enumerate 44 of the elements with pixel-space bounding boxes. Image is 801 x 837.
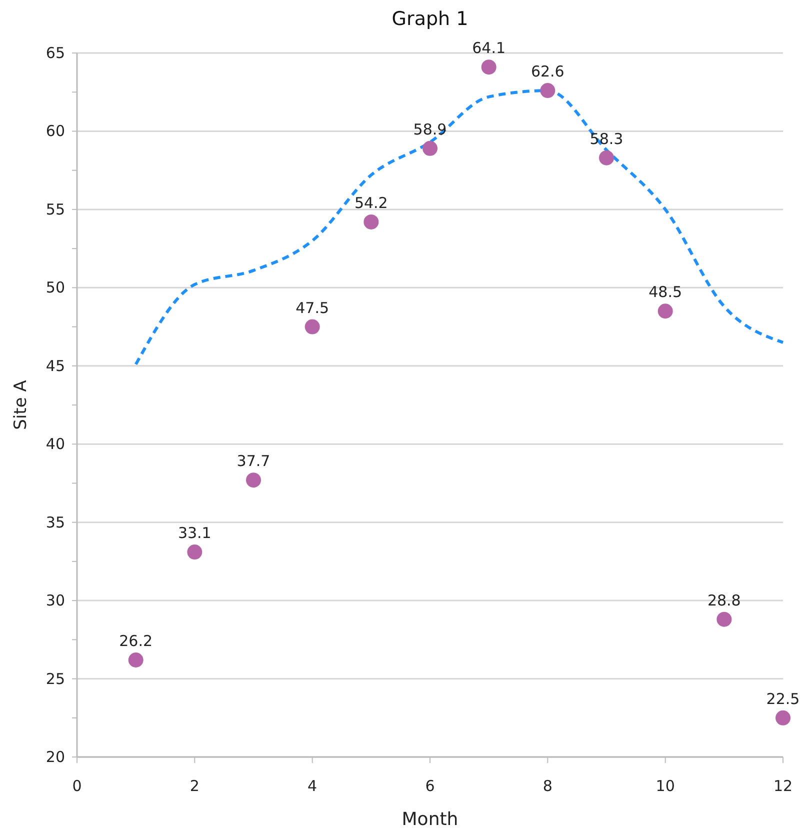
point [481,60,496,75]
y-axis-title: Site A [11,380,31,430]
point [776,710,790,726]
y-tick-label: 55 [46,200,65,218]
point [540,83,556,98]
y-tick-label: 25 [46,670,65,688]
data-label: 28.8 [707,591,741,610]
point [246,472,261,488]
point [304,319,320,334]
x-tick-label: 12 [773,777,793,795]
chart-title: Graph 1 [392,8,468,30]
x-tick-label: 0 [72,777,82,795]
point [364,214,379,230]
y-tick-label: 40 [46,435,65,454]
data-label: 64.1 [472,39,506,58]
x-tick-label: 4 [308,777,318,795]
data-label: 22.5 [766,690,800,708]
data-label: 62.6 [530,62,564,81]
y-tick-label: 50 [46,278,65,297]
x-tick-label: 10 [656,777,675,795]
point [658,304,673,319]
data-label: 54.2 [354,194,388,212]
x-axis-title: Month [402,809,458,830]
point [187,544,202,560]
point [422,140,438,156]
data-label: 58.3 [590,130,624,148]
data-label: 26.2 [119,632,153,650]
y-tick-label: 45 [46,356,65,375]
y-tick-label: 65 [46,44,65,62]
x-tick-label: 2 [190,777,200,795]
data-label: 58.9 [413,120,447,138]
point [716,612,732,627]
x-tick-label: 8 [542,777,552,795]
point [599,150,614,166]
y-tick-label: 30 [46,592,65,610]
y-tick-label: 20 [46,748,65,766]
data-label: 48.5 [648,283,682,302]
data-label: 47.5 [296,298,330,317]
x-tick-label: 6 [425,777,435,795]
data-label: 37.7 [236,452,270,470]
data-label: 33.1 [178,524,212,542]
point [128,652,144,668]
y-tick-label: 60 [46,122,65,140]
y-tick-label: 35 [46,513,65,532]
